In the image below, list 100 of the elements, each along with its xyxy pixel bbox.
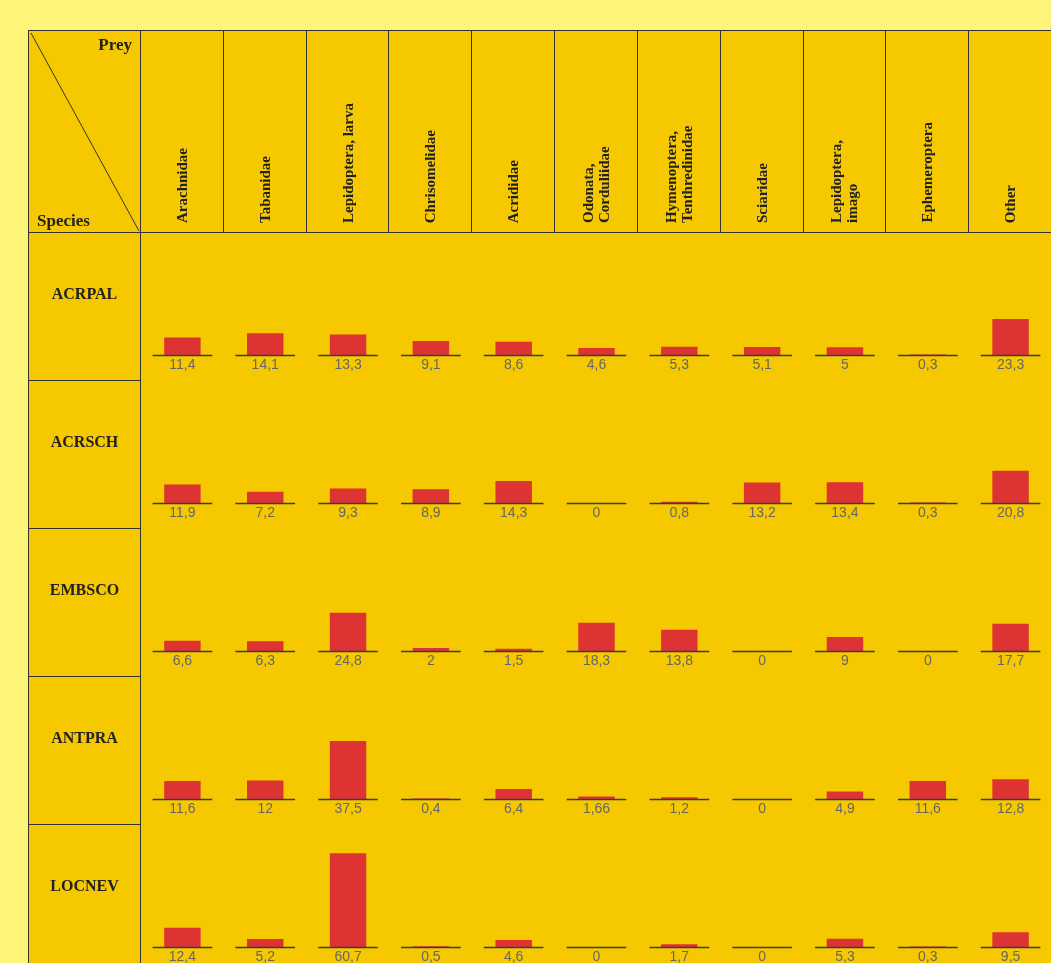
bar xyxy=(247,491,284,503)
data-label: 20,8 xyxy=(996,503,1025,520)
bar xyxy=(329,334,367,355)
x-tick-label: Acrididae xyxy=(505,159,522,223)
bar xyxy=(329,741,367,799)
data-label: 8,6 xyxy=(503,355,524,372)
data-label: 5,1 xyxy=(752,355,773,372)
bar xyxy=(578,796,615,799)
data-label: 12 xyxy=(257,799,274,816)
data-label: 12,8 xyxy=(996,799,1025,816)
data-label: 5,3 xyxy=(835,947,855,963)
data-label: 13,3 xyxy=(334,355,362,372)
data-label: 1,7 xyxy=(669,947,690,963)
bar xyxy=(743,482,781,503)
bar xyxy=(992,932,1029,947)
data-label: 11,6 xyxy=(914,799,942,816)
data-label: 0 xyxy=(758,799,767,816)
x-tick-label: Hymenoptera, Tenthredinidae xyxy=(662,124,695,223)
bar xyxy=(412,647,450,651)
chart-title: ACRPAL xyxy=(29,233,141,381)
x-tick-label: Lepidoptera, larva xyxy=(339,103,356,223)
data-label: 4,9 xyxy=(835,799,855,816)
data-label: 5,3 xyxy=(669,355,690,372)
bar xyxy=(578,347,615,355)
y-axis-title: Species xyxy=(37,211,90,231)
data-label: 13,2 xyxy=(748,503,776,520)
bar xyxy=(412,340,450,355)
data-label: 9,1 xyxy=(421,355,441,372)
x-tick-label: Sciaridae xyxy=(753,163,770,223)
data-label: 0 xyxy=(923,651,932,668)
bar xyxy=(329,612,367,651)
data-label: 24,8 xyxy=(334,651,362,668)
bar xyxy=(329,488,367,503)
data-label: 1,5 xyxy=(503,651,524,668)
bar xyxy=(826,791,864,799)
bar xyxy=(495,789,532,799)
bar xyxy=(495,341,532,355)
data-label: 12,4 xyxy=(168,947,197,963)
x-axis-title: Prey xyxy=(98,35,132,55)
bar xyxy=(412,489,450,503)
data-label: 1,66 xyxy=(582,799,611,816)
data-label: 60,7 xyxy=(334,947,362,963)
data-label: 8,9 xyxy=(421,503,441,520)
data-label: 6,4 xyxy=(503,799,524,816)
data-label: 11,9 xyxy=(169,503,196,520)
text: LOCNEV xyxy=(29,825,141,963)
data-label: 11,6 xyxy=(169,799,196,816)
bar xyxy=(495,939,532,947)
bar xyxy=(826,637,864,651)
data-label: 0 xyxy=(758,947,767,963)
bar xyxy=(329,853,367,947)
data-label: 0,3 xyxy=(918,947,938,963)
bar xyxy=(826,347,864,355)
data-label: 14,1 xyxy=(251,355,280,372)
bar xyxy=(992,623,1029,651)
data-label: 0,3 xyxy=(918,503,938,520)
data-label: 13,8 xyxy=(665,651,694,668)
data-label: 0,3 xyxy=(918,355,938,372)
bar xyxy=(578,622,615,651)
data-label: 6,3 xyxy=(255,651,276,668)
data-label: 0 xyxy=(758,651,767,668)
data-label: 5,2 xyxy=(255,947,276,963)
data-label: 4,6 xyxy=(586,355,607,372)
bar xyxy=(164,927,201,947)
x-tick-label: Arachnidae xyxy=(173,148,190,223)
bar xyxy=(247,641,284,651)
data-label: 5 xyxy=(841,355,850,372)
bar xyxy=(164,484,201,503)
bar xyxy=(661,346,698,355)
bar xyxy=(826,938,864,947)
bar xyxy=(743,347,781,355)
data-label: 9,5 xyxy=(1000,947,1021,963)
bar xyxy=(247,780,284,799)
chart-title: EMBSCO xyxy=(29,529,141,677)
bar xyxy=(661,944,698,947)
data-label: 17,7 xyxy=(996,651,1025,668)
data-label: 9 xyxy=(841,651,850,668)
chart-title: ACRSCH xyxy=(29,381,141,529)
bar xyxy=(909,781,946,799)
data-label: 18,3 xyxy=(582,651,611,668)
chart-title: ANTPRA xyxy=(29,677,141,825)
bar xyxy=(247,333,284,355)
x-tick-label: Chrisomelidae xyxy=(422,129,439,223)
bar xyxy=(495,480,532,503)
data-label: 0 xyxy=(592,947,601,963)
bar xyxy=(164,640,201,651)
bar xyxy=(661,629,698,651)
data-label: 37,5 xyxy=(334,799,362,816)
data-label: 13,4 xyxy=(831,503,859,520)
data-label: 6,6 xyxy=(172,651,193,668)
data-label: 7,2 xyxy=(255,503,276,520)
x-tick-label: Other xyxy=(1002,184,1019,223)
data-label: 9,3 xyxy=(338,503,358,520)
bar xyxy=(826,482,864,503)
data-label: 14,3 xyxy=(500,503,528,520)
data-label: 1,2 xyxy=(669,799,690,816)
x-tick-label: Ephemeroptera xyxy=(919,122,936,223)
bar xyxy=(992,779,1029,799)
bar xyxy=(247,938,284,947)
x-tick-label: Lepidoptera, imago xyxy=(828,139,861,223)
